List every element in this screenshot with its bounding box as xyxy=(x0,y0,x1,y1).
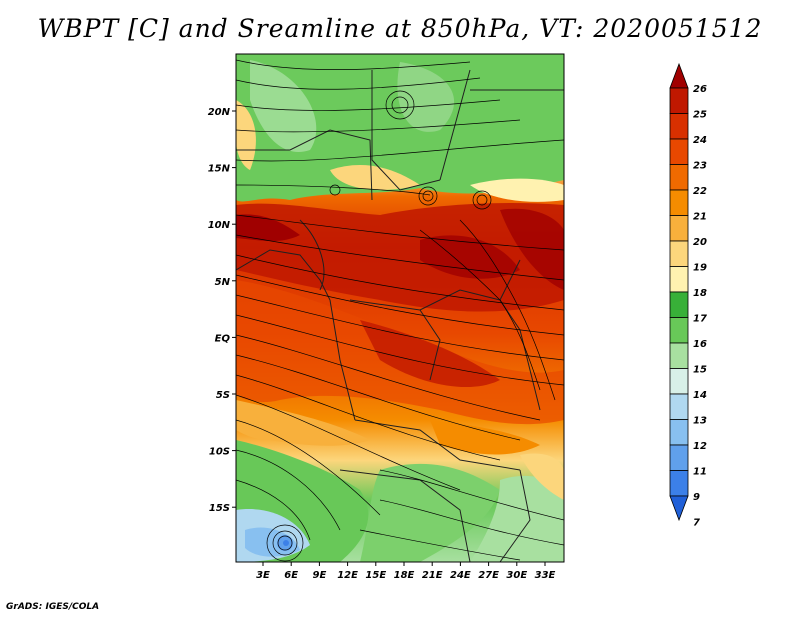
lon-label: 15E xyxy=(365,570,386,581)
colorbar-label: 22 xyxy=(693,186,707,197)
lat-label: 10N xyxy=(208,220,231,231)
streamlines xyxy=(236,59,564,562)
credit-label: GrADS: IGES/COLA xyxy=(6,602,100,612)
colorbar-swatch xyxy=(669,342,689,369)
colorbar-label: 15 xyxy=(693,365,707,376)
colorbar-swatch xyxy=(669,393,689,420)
lon-label: 30E xyxy=(506,570,527,581)
map-frame xyxy=(235,53,565,563)
lat-label: 20N xyxy=(208,107,231,118)
colorbar-label: 20 xyxy=(693,237,707,248)
colorbar-label: 19 xyxy=(693,263,707,274)
colorbar-label: 11 xyxy=(693,467,707,478)
colorbar-swatch xyxy=(669,266,689,293)
lon-label: 9E xyxy=(313,570,327,581)
colorbar-swatch xyxy=(669,419,689,446)
colorbar-swatch xyxy=(669,470,689,497)
colorbar-swatch xyxy=(669,138,689,165)
lat-label: 15N xyxy=(208,164,231,175)
lat-label: EQ xyxy=(215,333,231,344)
colorbar-swatch xyxy=(669,444,689,471)
colorbar-swatch xyxy=(669,113,689,140)
colorbar-label: 23 xyxy=(693,161,707,172)
lon-label: 27E xyxy=(478,570,499,581)
colorbar-label: 14 xyxy=(693,390,707,401)
colorbar-label: 7 xyxy=(693,518,700,529)
colorbar-label: 24 xyxy=(693,135,707,146)
lon-label: 21E xyxy=(422,570,443,581)
lat-label: 5S xyxy=(216,390,230,401)
colorbar-label: 21 xyxy=(693,212,707,223)
lon-label: 6E xyxy=(284,570,298,581)
lat-label: 5N xyxy=(215,277,231,288)
lon-label: 24E xyxy=(450,570,471,581)
colorbar-label: 16 xyxy=(693,339,707,350)
colorbar: 26 25 24 23 22 21 20 19 18 17 16 15 14 13 12 11 9 7 xyxy=(669,62,707,529)
colorbar-label: 18 xyxy=(693,288,707,299)
lon-label: 3E xyxy=(256,570,270,581)
longitude-axis: 3E 6E 9E 12E 15E 18E 21E 24E 27E 30E 33E xyxy=(256,562,556,581)
colorbar-swatch xyxy=(669,291,689,318)
colorbar-swatch xyxy=(669,240,689,267)
lat-label: 10S xyxy=(209,447,230,458)
colorbar-bottom-arrow xyxy=(669,495,689,522)
colorbar-label: 26 xyxy=(693,84,707,95)
colorbar-label: 13 xyxy=(693,416,707,427)
colorbar-label: 9 xyxy=(693,492,700,503)
lon-label: 18E xyxy=(394,570,415,581)
lon-label: 12E xyxy=(337,570,358,581)
colorbar-swatch xyxy=(669,317,689,344)
lon-label: 33E xyxy=(535,570,556,581)
colorbar-label: 25 xyxy=(693,110,707,121)
colorbar-top-arrow xyxy=(669,62,689,89)
lat-label: 15S xyxy=(209,503,230,514)
latitude-axis: 20N 15N 10N 5N EQ 5S 10S 15S xyxy=(208,107,236,514)
colorbar-swatch xyxy=(669,215,689,242)
colorbar-label: 12 xyxy=(693,441,707,452)
chart-title: WBPT [C] and Sreamline at 850hPa, VT: 20… xyxy=(37,14,763,43)
colorbar-swatch xyxy=(669,368,689,395)
colorbar-swatch xyxy=(669,164,689,191)
wbpt-field xyxy=(236,54,564,562)
colorbar-swatch xyxy=(669,87,689,114)
colorbar-swatch xyxy=(669,189,689,216)
colorbar-label: 17 xyxy=(693,314,707,325)
